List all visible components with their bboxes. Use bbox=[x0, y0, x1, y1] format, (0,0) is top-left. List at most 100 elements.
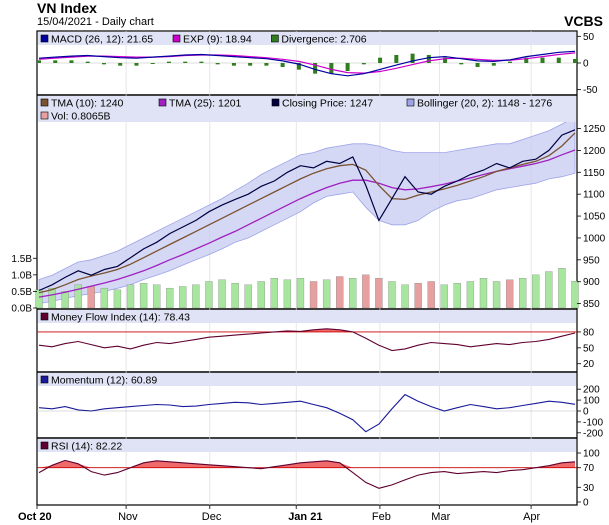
mfi-ytick-label: 20 bbox=[583, 359, 595, 370]
divergence-bar bbox=[556, 57, 561, 63]
volume-bar bbox=[558, 268, 566, 309]
volume-ytick-label: 1.0B bbox=[11, 270, 32, 281]
price-ytick-label: 1050 bbox=[583, 212, 606, 223]
volume-bar bbox=[571, 281, 579, 309]
momentum-ytick-label: -200 bbox=[583, 428, 603, 439]
legend-swatch-square-icon bbox=[271, 98, 280, 107]
momentum-legend-bg bbox=[38, 373, 576, 386]
divergence-bar bbox=[150, 63, 155, 64]
price-ytick-label: 1150 bbox=[583, 168, 605, 179]
volume-bar bbox=[48, 287, 56, 309]
rsi-ytick-label: 0 bbox=[583, 498, 589, 509]
volume-bar bbox=[309, 281, 318, 309]
rsi-legend-label: RSI (14): 82.22 bbox=[51, 441, 122, 453]
volume-bar bbox=[401, 284, 409, 309]
divergence-bar bbox=[215, 63, 220, 65]
macd-ytick-label: 0 bbox=[583, 59, 589, 70]
legend-swatch-square-icon bbox=[172, 34, 181, 43]
divergence-bar bbox=[410, 53, 415, 63]
mfi-legend: Money Flow Index (14): 78.43 bbox=[38, 310, 576, 324]
momentum-ytick-label: 200 bbox=[583, 385, 600, 396]
volume-bar bbox=[453, 282, 461, 309]
volume-bar bbox=[375, 278, 383, 309]
volume-bar bbox=[205, 281, 213, 309]
legend-swatch-square-icon bbox=[271, 34, 279, 43]
x-tick-label: Apr bbox=[523, 511, 540, 523]
legend-swatch-square-icon bbox=[40, 375, 49, 384]
volume-bar bbox=[35, 289, 43, 309]
divergence-bar bbox=[313, 63, 318, 74]
divergence-bar bbox=[248, 63, 253, 66]
legend-swatch-square-icon bbox=[158, 98, 167, 107]
macd-line bbox=[38, 50, 576, 77]
mfi-overbought-fill bbox=[39, 328, 575, 332]
divergence-bar bbox=[508, 61, 513, 63]
x-tick-label: Dec bbox=[202, 511, 222, 523]
mfi-ytick-label: 80 bbox=[583, 327, 595, 338]
volume-bar bbox=[427, 281, 435, 309]
mfi-ytick-label: 50 bbox=[583, 343, 595, 354]
volume-bar bbox=[336, 276, 344, 309]
divergence-bar bbox=[69, 60, 74, 63]
divergence-bar bbox=[166, 61, 171, 63]
rsi-ytick-label: 100 bbox=[583, 449, 600, 460]
divergence-bar bbox=[296, 63, 301, 70]
volume-bar bbox=[349, 278, 357, 309]
tma10-line bbox=[38, 132, 576, 294]
macd-legend-label: MACD (26, 12): 21.65 bbox=[51, 34, 153, 46]
tma25-line bbox=[38, 149, 576, 298]
volume-bar bbox=[322, 279, 331, 309]
x-tick-label: Jan 21 bbox=[288, 511, 322, 523]
volume-bar bbox=[440, 284, 448, 309]
momentum-legend: Momentum (12): 60.89 bbox=[38, 373, 576, 387]
volume-bar bbox=[519, 278, 527, 309]
macd-legend-label: Divergence: 2.706 bbox=[281, 34, 366, 46]
macd-legend-bg bbox=[38, 32, 576, 45]
momentum-ytick-label: -100 bbox=[583, 417, 603, 428]
rsi-ytick-label: 70 bbox=[583, 463, 595, 474]
divergence-bar bbox=[573, 59, 577, 63]
price-legend-label: Closing Price: 1247 bbox=[282, 98, 373, 110]
price-ytick-label: 900 bbox=[583, 277, 600, 288]
chart-subtitle: 15/04/2021 - Daily chart bbox=[37, 16, 154, 28]
bollinger-band bbox=[38, 116, 576, 305]
volume-ytick-label: 0.5B bbox=[11, 287, 32, 298]
volume-bar bbox=[231, 282, 239, 309]
legend-swatch-square-icon bbox=[40, 312, 49, 321]
divergence-bar bbox=[329, 63, 334, 74]
legend-swatch-square-icon bbox=[406, 98, 415, 107]
volume-bar bbox=[479, 278, 488, 309]
volume-bar bbox=[87, 286, 95, 309]
volume-bar bbox=[492, 281, 501, 309]
volume-bar bbox=[414, 282, 422, 309]
price-legend-label: Bollinger (20, 2): 1148 - 1276 bbox=[417, 98, 552, 110]
price-legend-label: TMA (25): 1201 bbox=[169, 98, 242, 110]
divergence-bar bbox=[85, 61, 90, 63]
divergence-bar bbox=[459, 63, 464, 65]
momentum-line bbox=[38, 393, 576, 433]
volume-bar bbox=[74, 284, 82, 309]
volume-bar bbox=[505, 279, 514, 309]
rsi-legend-bg bbox=[38, 439, 576, 452]
mfi-legend-label: Money Flow Index (14): 78.43 bbox=[51, 312, 190, 324]
rsi-line bbox=[38, 459, 576, 489]
price-legend-bg bbox=[38, 96, 576, 122]
volume-bar bbox=[139, 282, 148, 309]
divergence-bar bbox=[118, 63, 123, 66]
volume-bar bbox=[100, 287, 109, 309]
volume-bar bbox=[283, 279, 292, 309]
macd-ytick-label: 50 bbox=[583, 32, 595, 43]
volume-bar bbox=[153, 284, 161, 309]
x-tick-label: Nov bbox=[118, 511, 138, 523]
volume-bar bbox=[218, 279, 226, 309]
volume-bar bbox=[296, 278, 305, 309]
momentum-ytick-label: 0 bbox=[583, 407, 589, 418]
volume-bar bbox=[466, 281, 475, 309]
price-legend: TMA (10): 1240 TMA (25): 1201 Closing Pric… bbox=[38, 96, 576, 123]
divergence-bar bbox=[361, 63, 366, 65]
legend-swatch-square-icon bbox=[40, 441, 49, 450]
price-legend-label: Vol: 0.8065B bbox=[51, 111, 111, 123]
volume-bar bbox=[257, 281, 265, 309]
mfi-line bbox=[38, 328, 576, 352]
volume-ytick-label: 1.5B bbox=[11, 254, 32, 265]
